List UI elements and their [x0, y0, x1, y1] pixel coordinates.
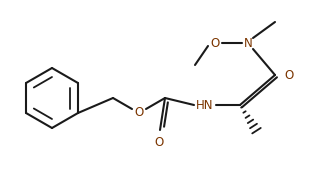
- Text: HN: HN: [196, 98, 214, 112]
- Text: O: O: [154, 135, 163, 149]
- Text: O: O: [134, 105, 144, 119]
- Text: O: O: [210, 36, 220, 50]
- Text: O: O: [284, 68, 294, 82]
- Text: N: N: [244, 36, 252, 50]
